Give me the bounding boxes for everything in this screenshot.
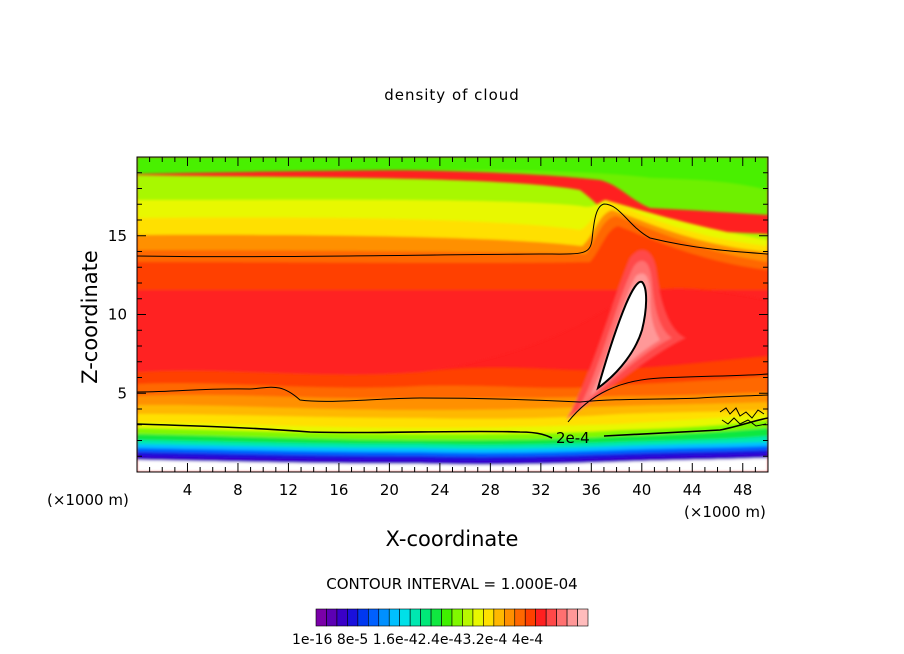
colorbar-swatch [399,608,411,627]
plume-core [596,280,648,391]
density-field [137,157,768,472]
colorbar-labels: 1e-16 8e-5 1.6e-42.4e-43.2e-4 4e-4 [292,632,544,648]
colorbar-swatch [483,608,495,627]
y-tick-label: 5 [117,384,127,402]
contour-noise [719,407,767,427]
chart-title: density of cloud [384,86,520,104]
x-axis-title: X-coordinate [385,527,519,551]
x-tick-label: 16 [329,481,348,499]
colorbar-swatch [409,608,421,627]
colorbar-swatch [378,608,390,627]
colorbar-swatch [347,608,359,627]
colorbar-swatch [357,608,369,627]
colorbar-swatch [462,608,474,627]
colorbar-swatch [451,608,463,627]
colorbar-swatch [430,608,442,627]
contour-2e-4 [137,417,768,439]
contour-lower [137,386,768,403]
colorbar-swatch [535,608,547,627]
x-tick-label: 28 [481,481,500,499]
x-tick-label: 32 [531,481,550,499]
plot-area: 2e-4 [137,157,768,472]
colorbar-swatch [556,608,568,627]
x-tick-label: 44 [683,481,702,499]
contour-plume [567,373,768,423]
x-tick-label: 36 [582,481,601,499]
contour-interval-text: CONTOUR INTERVAL = 1.000E-04 [326,575,578,593]
y-axis-title: Z-coordinate [78,250,102,384]
colorbar-swatch [472,608,484,627]
x-tick-label: 40 [632,481,651,499]
x-tick-label: 24 [430,481,449,499]
colorbar-swatch [368,608,380,627]
colorbar-swatch [524,608,536,627]
x-tick-label: 48 [733,481,752,499]
colorbar-swatch [326,608,338,627]
contour-upper [137,203,768,258]
x-unit-label-right: (×1000 m) [684,503,766,521]
y-tick-marks [137,172,768,457]
colorbar [315,608,589,627]
colorbar-swatch [577,608,589,627]
contour-label: 2e-4 [556,429,590,447]
colorbar-swatch [441,608,453,627]
colorbar-swatch [420,608,432,627]
colorbar-swatch [493,608,505,627]
colorbar-swatch [566,608,578,627]
colorbar-swatch [315,608,327,627]
x-tick-label: 20 [380,481,399,499]
colorbar-swatch [388,608,400,627]
y-tick-label: 10 [108,306,127,324]
x-tick-label: 4 [183,481,193,499]
x-tick-labels: 4 8 12 16 20 24 28 32 36 40 44 48 [183,481,753,499]
y-tick-labels: 5 10 15 [108,227,127,403]
colorbar-swatch [504,608,516,627]
colorbar-swatch [336,608,348,627]
x-unit-label-left: (×1000 m) [47,491,129,509]
x-tick-label: 8 [233,481,243,499]
y-tick-label: 15 [108,227,127,245]
x-tick-marks [149,157,756,472]
colorbar-swatch [545,608,557,627]
x-tick-label: 12 [279,481,298,499]
colorbar-swatch [514,608,526,627]
